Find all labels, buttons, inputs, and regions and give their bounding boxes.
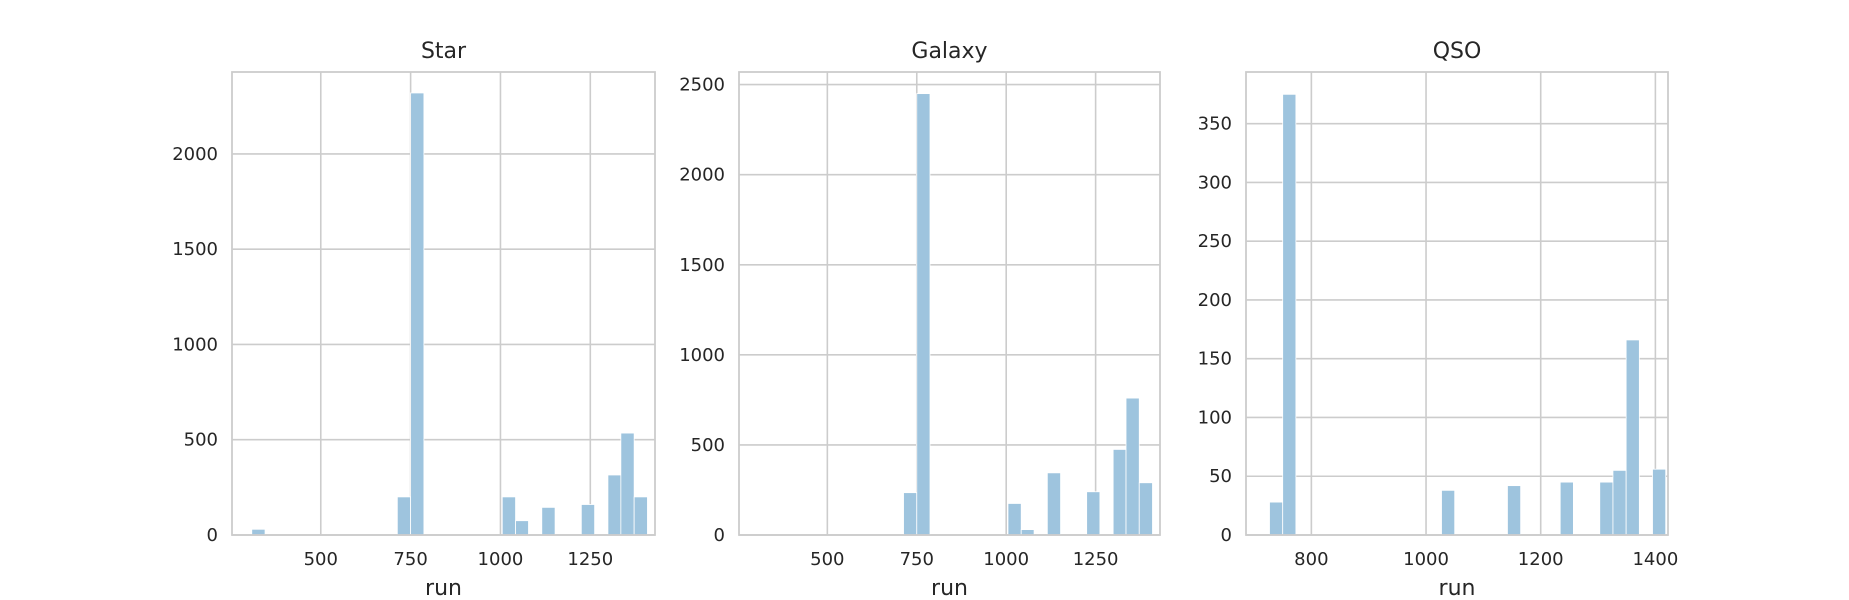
x-tick-label: 1000: [478, 549, 524, 570]
histogram-bar: [515, 520, 529, 536]
y-tick-label: 150: [1198, 349, 1232, 370]
subplot-galaxy: 500 750 1000 1250 0 500 1000 1500 2000 2500 Gala…: [679, 39, 1161, 600]
histogram-bar: [1441, 489, 1456, 536]
y-tick-label: 1500: [679, 255, 725, 276]
x-tick-label: 1000: [983, 549, 1029, 570]
x-axis-label: run: [425, 576, 462, 600]
y-tick-label: 1000: [679, 345, 725, 366]
histogram-bar: [1125, 397, 1140, 536]
y-tick-label: 2500: [679, 75, 725, 96]
histogram-bar: [1559, 481, 1574, 536]
histogram-bar: [1612, 469, 1627, 536]
histogram-bar: [1086, 491, 1101, 536]
bars: [251, 92, 648, 536]
y-tick-label: 50: [1209, 466, 1232, 487]
histogram-bar: [1138, 482, 1153, 536]
x-tick-labels: 800 1000 1200 1400: [1294, 549, 1678, 570]
histogram-bar: [1112, 449, 1127, 536]
x-tick-label: 1000: [1403, 549, 1449, 570]
x-tick-label: 500: [810, 549, 844, 570]
histogram-bar: [501, 496, 516, 536]
x-axis-label: run: [931, 576, 968, 600]
histogram-bar: [1507, 485, 1522, 536]
x-tick-label: 800: [1294, 549, 1328, 570]
y-tick-label: 2000: [679, 165, 725, 186]
histogram-bar: [633, 496, 648, 536]
y-tick-label: 500: [184, 430, 218, 451]
y-tick-label: 300: [1198, 172, 1232, 193]
y-tick-label: 0: [207, 525, 218, 546]
y-tick-labels: 0 500 1000 1500 2000 2500: [679, 75, 725, 546]
subplot-title: Galaxy: [911, 39, 987, 64]
x-tick-label: 750: [900, 549, 934, 570]
x-axis-label: run: [1439, 576, 1476, 600]
plot-frame: [738, 71, 1161, 536]
y-tick-label: 100: [1198, 407, 1232, 428]
x-tick-label: 750: [393, 549, 427, 570]
x-tick-labels: 500 750 1000 1250: [810, 549, 1118, 570]
histogram-bar: [903, 492, 918, 536]
histogram-bar: [620, 432, 635, 536]
y-tick-label: 0: [714, 525, 725, 546]
histogram-bar: [396, 496, 412, 536]
y-tick-label: 500: [691, 435, 725, 456]
histogram-bar: [1046, 472, 1061, 536]
y-tick-label: 250: [1198, 231, 1232, 252]
x-tick-label: 1200: [1518, 549, 1564, 570]
x-tick-label: 1400: [1632, 549, 1678, 570]
subplot-title: QSO: [1433, 39, 1482, 64]
histogram-bar: [607, 474, 622, 536]
x-tick-labels: 500 750 1000 1250: [304, 549, 614, 570]
y-tick-label: 0: [1221, 525, 1232, 546]
y-tick-label: 2000: [172, 144, 218, 165]
histogram-bar: [410, 92, 425, 536]
y-tick-label: 200: [1198, 290, 1232, 311]
y-tick-labels: 0 500 1000 1500 2000: [172, 144, 218, 546]
histogram-bar: [580, 504, 596, 536]
subplot-star: 500 750 1000 1250 0 500 1000 1500 2000 Star run: [172, 39, 656, 600]
histogram-bar: [1625, 339, 1640, 536]
x-tick-label: 1250: [567, 549, 613, 570]
histogram-bar: [1007, 503, 1022, 536]
plot-frame: [1245, 71, 1669, 536]
histogram-bar: [541, 506, 556, 536]
histogram-bar: [1269, 501, 1284, 536]
y-tick-label: 350: [1198, 114, 1232, 135]
y-tick-labels: 0 50 100 150 200 250 300 350: [1198, 114, 1232, 546]
histogram-bar: [1282, 93, 1297, 536]
histogram-bar: [916, 93, 931, 536]
x-tick-label: 1250: [1073, 549, 1119, 570]
plot-frame: [231, 71, 656, 536]
y-tick-label: 1000: [172, 334, 218, 355]
y-tick-label: 1500: [172, 239, 218, 260]
subplot-title: Star: [421, 39, 467, 64]
x-tick-label: 500: [304, 549, 338, 570]
histogram-bar: [1652, 468, 1667, 536]
subplot-qso: 800 1000 1200 1400 0 50 100 150 200 250 300 350 QS…: [1198, 39, 1679, 600]
grid-lines: [1246, 72, 1668, 536]
histogram-bar: [1599, 481, 1614, 536]
